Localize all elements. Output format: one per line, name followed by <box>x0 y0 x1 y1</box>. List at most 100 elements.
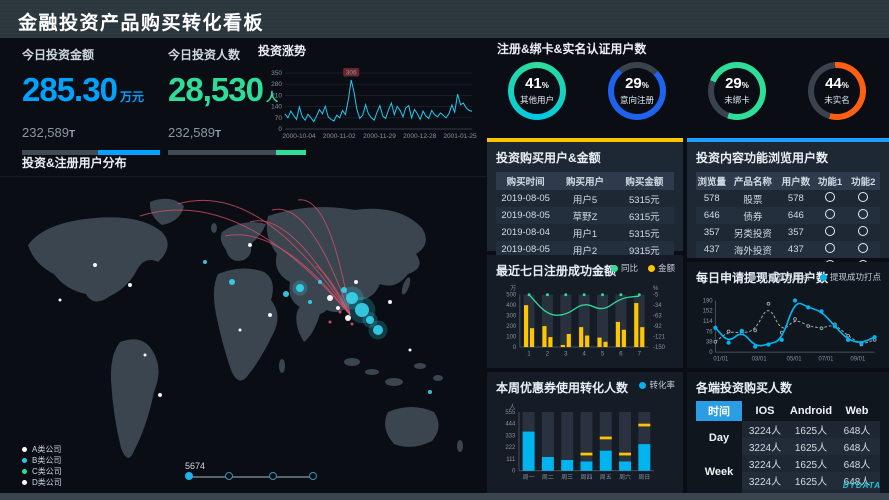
table-cell: 另类投资 <box>733 228 772 240</box>
panel-browse-table: 投资内容功能浏览用户数 浏览量 产品名称 用户数 功能1 功能2 578 股票 578 646 债… <box>687 138 889 274</box>
column-header: IOS <box>755 405 775 417</box>
function-circle-icon[interactable] <box>825 209 835 219</box>
svg-text:555: 555 <box>505 410 516 416</box>
column-header: 浏览量 <box>696 172 728 190</box>
donut-ring: 29% 意向注册 <box>608 62 666 120</box>
svg-text:210: 210 <box>271 92 282 99</box>
column-header: 功能2 <box>846 172 880 190</box>
map-timeline-slider[interactable]: 5674 <box>185 461 317 485</box>
table-cell: 437 <box>696 241 728 258</box>
legend-dot <box>610 264 618 272</box>
legend-item[interactable]: 转化率 <box>639 379 675 391</box>
world-map-continents <box>28 198 463 458</box>
table-cell: 2019-08-04 <box>501 227 550 238</box>
svg-text:306: 306 <box>346 70 357 77</box>
table-cell: 357 <box>787 227 804 238</box>
donut-ring: 41% 其他用户 <box>508 62 566 120</box>
function-circle-icon[interactable] <box>858 192 869 202</box>
svg-text:5: 5 <box>601 351 605 357</box>
table-row: 646 债券 646 <box>696 207 880 224</box>
donut-chart: 29% 未绑卡 <box>687 62 787 120</box>
table-cell: 648人 <box>834 455 880 472</box>
purchase-table: 购买时间 购买用户 购买金额 2019-08-05 用户5 5315元 2019-08-05… <box>496 172 674 275</box>
svg-text:3: 3 <box>564 351 568 357</box>
table-cell: 1625人 <box>788 455 834 472</box>
map-legend-item[interactable]: B类公司 <box>22 455 62 466</box>
legend-dot <box>22 458 27 463</box>
legend-item[interactable]: 申请提现打点 <box>748 271 810 283</box>
slider-stop[interactable] <box>309 472 317 480</box>
coupon-chart: 人 0 111 222 333 444 555 周一 周二 周三 周四 周五 周六 周日 <box>505 403 654 481</box>
svg-text:09/01: 09/01 <box>850 356 866 362</box>
legend-dot <box>748 273 756 281</box>
svg-text:-63: -63 <box>653 313 662 319</box>
slider-stop[interactable] <box>225 472 233 480</box>
svg-text:114: 114 <box>703 319 713 325</box>
slider-track[interactable] <box>189 476 315 478</box>
svg-text:2000-11-02: 2000-11-02 <box>323 133 356 140</box>
svg-text:周六: 周六 <box>619 473 631 481</box>
world-map-svg <box>28 198 463 458</box>
stat-amount-value: 285.30 <box>22 71 118 108</box>
function-cell <box>847 190 880 207</box>
donut-label: 未实名 <box>824 94 850 105</box>
legend-label: 同比 <box>620 263 638 273</box>
svg-text:100: 100 <box>506 334 517 340</box>
donut-value: 29% <box>725 74 749 92</box>
table-cell: 437 <box>778 241 814 258</box>
panel-platform-table: 各端投资购买人数 时间 IOS Android Web Day 3224人 1625人 648… <box>687 372 889 500</box>
svg-text:1: 1 <box>527 351 531 357</box>
function-cell <box>813 190 846 207</box>
table-row: 2019-08-05 用户2 9315元 <box>496 241 674 258</box>
map-legend-item[interactable]: C类公司 <box>22 466 62 477</box>
withdraw-legend: 申请提现打点 提现成功打点 <box>748 271 881 283</box>
stat-people-value-row: 28,530 人 <box>168 71 308 109</box>
map-legend-item[interactable]: A类公司 <box>22 444 62 455</box>
svg-text:-121: -121 <box>653 334 666 340</box>
function-circle-icon[interactable] <box>825 243 835 253</box>
function-cell <box>846 241 880 258</box>
bottom-bar <box>0 493 889 500</box>
svg-text:4: 4 <box>583 351 587 357</box>
legend-item[interactable]: 金额 <box>647 262 675 274</box>
map-legend-item[interactable]: D类公司 <box>22 477 62 488</box>
donut-ring: 44% 未实名 <box>808 62 866 120</box>
donut-center: 41% 其他用户 <box>514 68 560 114</box>
legend-item[interactable]: 同比 <box>610 262 638 274</box>
svg-text:333: 333 <box>505 433 516 439</box>
donut-ring: 29% 未绑卡 <box>708 62 766 120</box>
legend-item[interactable]: 提现成功打点 <box>819 271 881 283</box>
svg-text:01/01: 01/01 <box>713 356 729 362</box>
table-row: 437 海外投资 437 <box>696 241 880 258</box>
function-circle-icon[interactable] <box>825 192 835 202</box>
app-header: 金融投资产品购买转化看板 <box>0 0 889 38</box>
slider-stop[interactable] <box>269 472 277 480</box>
function-circle-icon[interactable] <box>858 243 869 253</box>
table-cell: 578 <box>787 193 804 204</box>
donut-panel-title: 注册&绑卡&实名认证用户数 <box>497 42 647 56</box>
coupon-legend: 转化率 <box>639 379 675 391</box>
table-cell: 用户2 <box>555 241 615 258</box>
donut-label: 未绑卡 <box>724 94 750 105</box>
legend-dot <box>819 273 827 281</box>
function-cell <box>813 241 847 258</box>
svg-text:07/01: 07/01 <box>819 356 835 362</box>
group-label: Week <box>704 466 734 478</box>
slider-handle[interactable] <box>185 472 193 480</box>
table-cell: 646 <box>778 207 814 224</box>
map-title: 投资&注册用户分布 <box>22 156 127 170</box>
stat-amount-label: 今日投资金额 <box>22 48 95 62</box>
function-circle-icon[interactable] <box>825 226 835 236</box>
panel-investment-trend: 投资涨势 0 70 140 210 280 350 2000-10-04 2000-11-02… <box>258 42 480 142</box>
function-cell <box>846 207 880 224</box>
panel-register-donuts: 注册&绑卡&实名认证用户数 41% 其他用户 29% 意向注册 29% 未绑卡 44% 未实名 <box>487 40 889 134</box>
tab-time-header[interactable]: 时间 <box>696 401 742 421</box>
svg-text:111: 111 <box>506 457 516 463</box>
legend-label: 提现成功打点 <box>829 272 881 282</box>
table-cell: 用户1 <box>572 228 598 240</box>
function-circle-icon[interactable] <box>858 226 869 236</box>
function-circle-icon[interactable] <box>858 209 869 219</box>
svg-text:周二: 周二 <box>542 474 554 481</box>
stat-people-value: 28,530 <box>168 71 264 108</box>
donut-chart: 29% 意向注册 <box>587 62 687 120</box>
